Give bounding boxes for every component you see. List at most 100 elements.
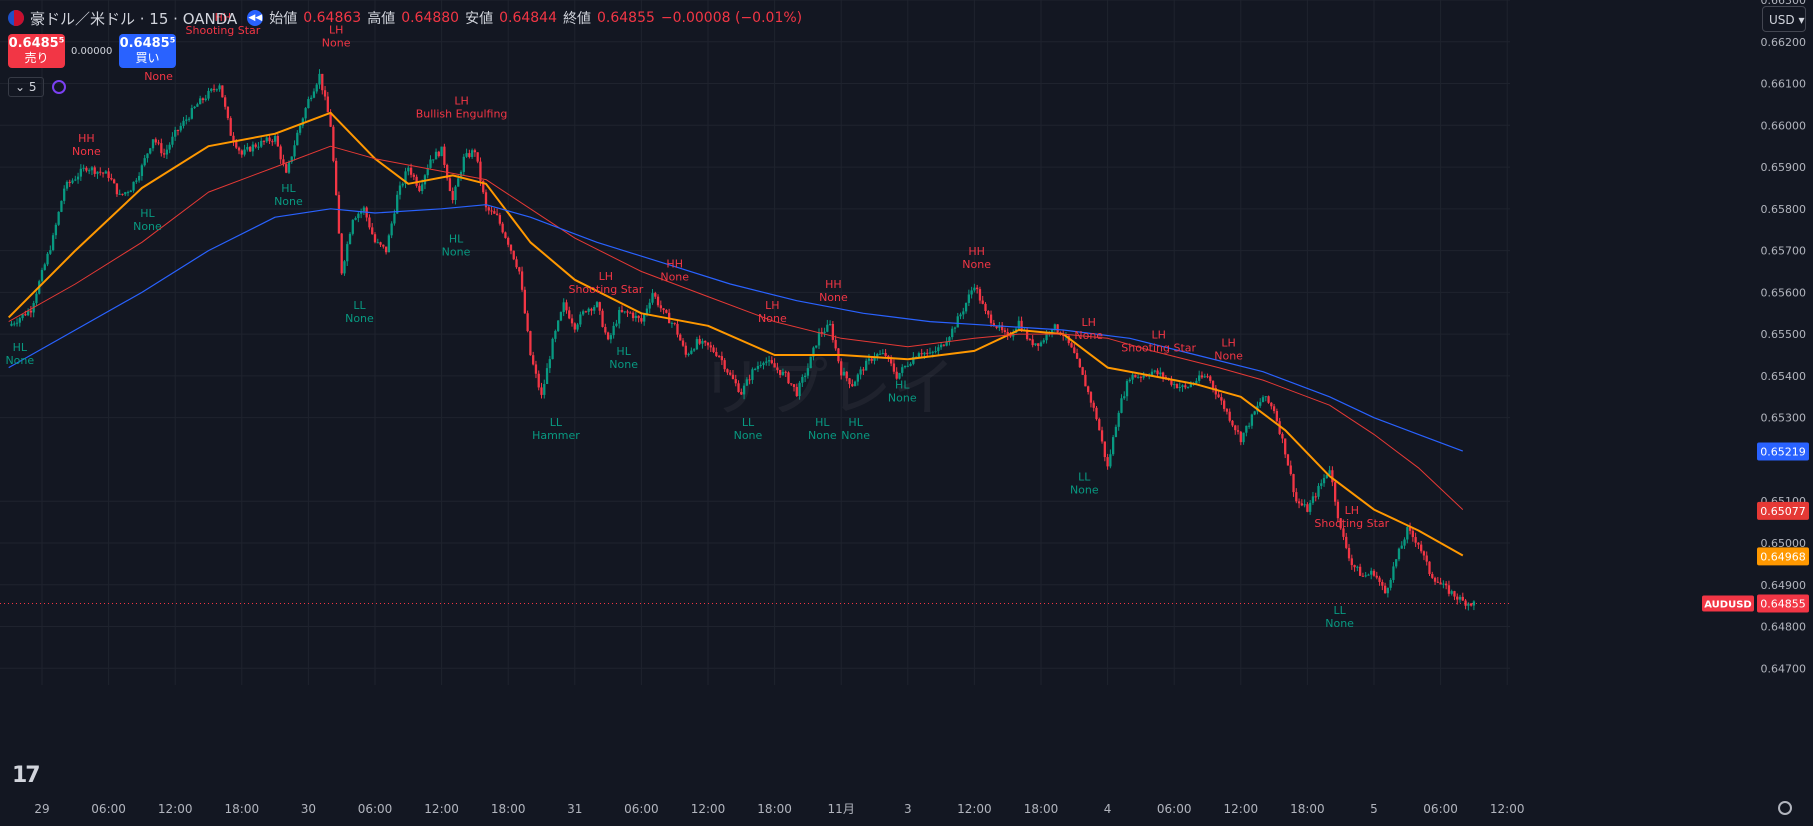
candle-body bbox=[74, 179, 77, 181]
candle-body bbox=[906, 365, 909, 367]
candle-body bbox=[1417, 542, 1420, 545]
tradingview-logo-icon[interactable]: 17 bbox=[12, 763, 41, 788]
candle-body bbox=[1458, 596, 1462, 600]
candle-body bbox=[751, 369, 754, 380]
candle-body bbox=[637, 315, 640, 319]
candle-body bbox=[504, 232, 507, 238]
candle-body bbox=[873, 356, 876, 361]
candle-body bbox=[995, 326, 998, 328]
candle-body bbox=[609, 335, 613, 340]
candle-body bbox=[124, 192, 127, 195]
candle-body bbox=[196, 104, 199, 107]
candle-body bbox=[1142, 375, 1145, 378]
candle-body bbox=[1112, 437, 1115, 455]
candle-body bbox=[24, 314, 27, 316]
candle-body bbox=[934, 351, 937, 353]
currency-button[interactable]: USD ▾ bbox=[1762, 6, 1806, 32]
candle-body bbox=[157, 142, 160, 144]
time-axis: 29 06:00 12:00 18:00 30 06:00 12:00 18:00 31 06:0… bbox=[0, 695, 1524, 822]
candle-body bbox=[1245, 425, 1248, 433]
candle-body bbox=[568, 310, 571, 319]
candle-body bbox=[357, 213, 360, 219]
candle-body bbox=[798, 382, 801, 397]
candle-body bbox=[820, 332, 823, 334]
candle-body bbox=[354, 218, 357, 220]
annotation-structure: HL bbox=[140, 207, 155, 220]
candle-body bbox=[1017, 320, 1020, 329]
annotation-pattern: None bbox=[808, 429, 837, 442]
candle-body bbox=[562, 302, 565, 313]
candle-body bbox=[1408, 527, 1412, 531]
annotation-pattern: None bbox=[962, 258, 991, 271]
candle-body bbox=[659, 305, 662, 309]
candle-body bbox=[595, 302, 599, 308]
candle-body bbox=[884, 352, 887, 356]
price-tick-label: 0.65500 bbox=[1761, 328, 1807, 341]
buy-button[interactable]: 0.6485⁵ 買い bbox=[119, 34, 176, 68]
candle-body bbox=[1087, 386, 1090, 393]
candle-body bbox=[276, 136, 280, 147]
candle-body bbox=[795, 386, 798, 397]
candle-body bbox=[973, 287, 976, 291]
candle-body bbox=[1161, 372, 1165, 377]
candle-body bbox=[1425, 555, 1428, 562]
candle-body bbox=[26, 310, 30, 316]
price-tick-label: 0.64700 bbox=[1761, 662, 1807, 675]
settings-gear-icon[interactable] bbox=[1778, 801, 1792, 815]
candle-body bbox=[679, 334, 682, 341]
candle-body bbox=[601, 310, 604, 327]
candle-body bbox=[612, 325, 615, 336]
annotation-pattern: None bbox=[841, 429, 870, 442]
candle-body bbox=[440, 146, 443, 157]
candle-body bbox=[892, 363, 896, 372]
candle-body bbox=[1350, 558, 1353, 566]
candle-body bbox=[199, 98, 202, 105]
candle-body bbox=[1150, 371, 1154, 376]
candle-body bbox=[1311, 496, 1315, 503]
candle-body bbox=[265, 137, 268, 142]
candle-body bbox=[1345, 536, 1348, 548]
annotation-structure: LH bbox=[1082, 316, 1096, 329]
annotation-pattern: None bbox=[133, 220, 162, 233]
candle-body bbox=[1159, 372, 1162, 375]
annotation-structure: HL bbox=[281, 182, 296, 195]
candle-body bbox=[271, 141, 274, 143]
annotation-structure: HL bbox=[895, 378, 910, 391]
price-label-text: 0.65077 bbox=[1760, 505, 1806, 518]
candle-body bbox=[926, 352, 929, 354]
symbol-title[interactable]: 豪ドル／米ドル · 15 · OANDA bbox=[30, 9, 238, 28]
candle-body bbox=[18, 318, 21, 323]
annotation-structure: HL bbox=[449, 232, 464, 245]
sell-button[interactable]: 0.6485⁵ 売り bbox=[8, 34, 65, 68]
replay-back-icon[interactable]: ◀◀ bbox=[247, 10, 264, 26]
candle-body bbox=[162, 153, 166, 155]
candle-body bbox=[46, 253, 49, 265]
candle-body bbox=[1328, 470, 1331, 475]
pattern-annotations: HLNoneHHNoneHLNoneHHNoneHHShooting StarH… bbox=[5, 11, 1389, 630]
candle-body bbox=[118, 193, 121, 195]
candle-body bbox=[1334, 482, 1337, 502]
candle-body bbox=[1003, 330, 1007, 332]
candle-body bbox=[1281, 433, 1284, 439]
annotation-pattern: Shooting Star bbox=[568, 283, 643, 296]
change-value: −0.00008 (−0.01%) bbox=[660, 10, 803, 26]
candle-body bbox=[723, 360, 726, 370]
candle-body bbox=[520, 271, 524, 290]
annotation-structure: LH bbox=[329, 23, 343, 36]
candle-body bbox=[981, 300, 984, 304]
candle-body bbox=[174, 129, 177, 137]
candle-body bbox=[1250, 414, 1254, 426]
candle-body bbox=[665, 310, 668, 313]
candles bbox=[10, 69, 1476, 611]
candle-body bbox=[401, 183, 404, 186]
candle-body bbox=[1292, 474, 1295, 493]
candle-body bbox=[1289, 465, 1292, 475]
candle-body bbox=[540, 387, 543, 395]
candle-body bbox=[1170, 379, 1173, 385]
indicator-collapse-button[interactable]: ⌄ 5 bbox=[8, 77, 44, 97]
candle-body bbox=[232, 135, 235, 142]
candle-body bbox=[1347, 547, 1351, 559]
candle-body bbox=[1156, 370, 1159, 375]
